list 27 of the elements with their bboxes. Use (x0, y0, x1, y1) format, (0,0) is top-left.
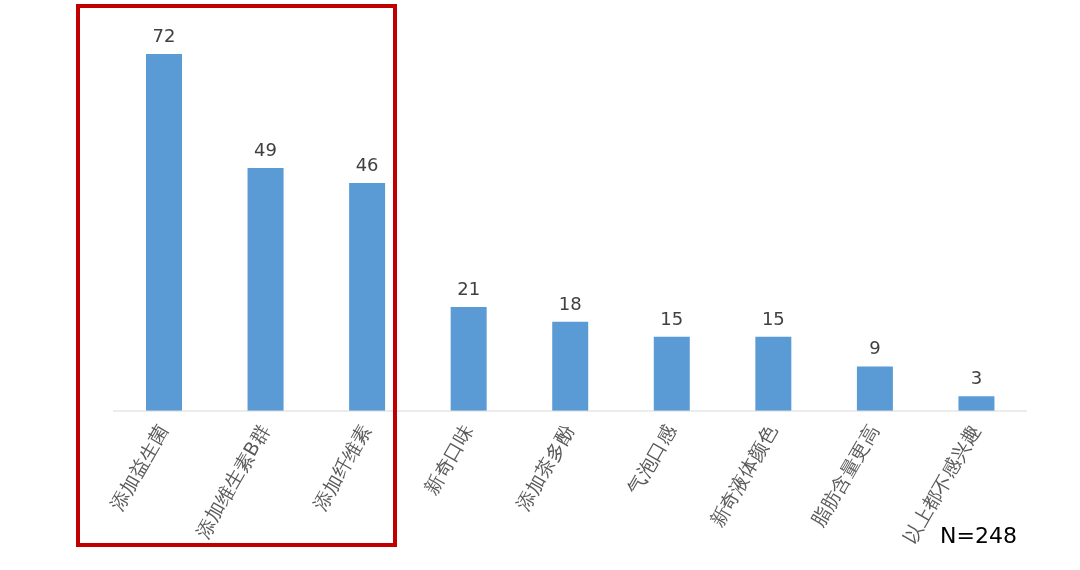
text: N=248 (940, 523, 1017, 548)
x-tick-label: 添加纤维素 (308, 420, 376, 515)
x-tick-label: 添加茶多酚 (511, 420, 579, 515)
bar (755, 336, 792, 411)
x-tick-label: 新奇口味 (419, 420, 477, 498)
data-label: 15 (660, 307, 684, 329)
bar (450, 306, 487, 411)
bar (653, 336, 690, 411)
x-tick-label: 新奇液体颜色 (705, 420, 782, 531)
bar (552, 321, 589, 411)
bar (349, 182, 386, 411)
data-label: 46 (355, 153, 379, 175)
bar (146, 54, 182, 411)
data-label: 49 (254, 139, 278, 161)
data-label: 21 (457, 277, 481, 299)
data-label: 3 (970, 367, 983, 389)
bar (958, 396, 995, 411)
data-label: 18 (558, 292, 582, 314)
x-tick-label: 脂肪含量更高 (806, 420, 883, 531)
data-label: 72 (152, 25, 176, 46)
bar (856, 366, 893, 411)
x-tick-label: 气泡口感 (622, 420, 680, 498)
bar (247, 168, 284, 411)
x-tick-label: 添加益生菌 (105, 420, 173, 515)
x-tick-label: 添加维生素B群 (190, 420, 274, 542)
data-label: 9 (869, 337, 881, 359)
data-label: 15 (761, 307, 785, 329)
